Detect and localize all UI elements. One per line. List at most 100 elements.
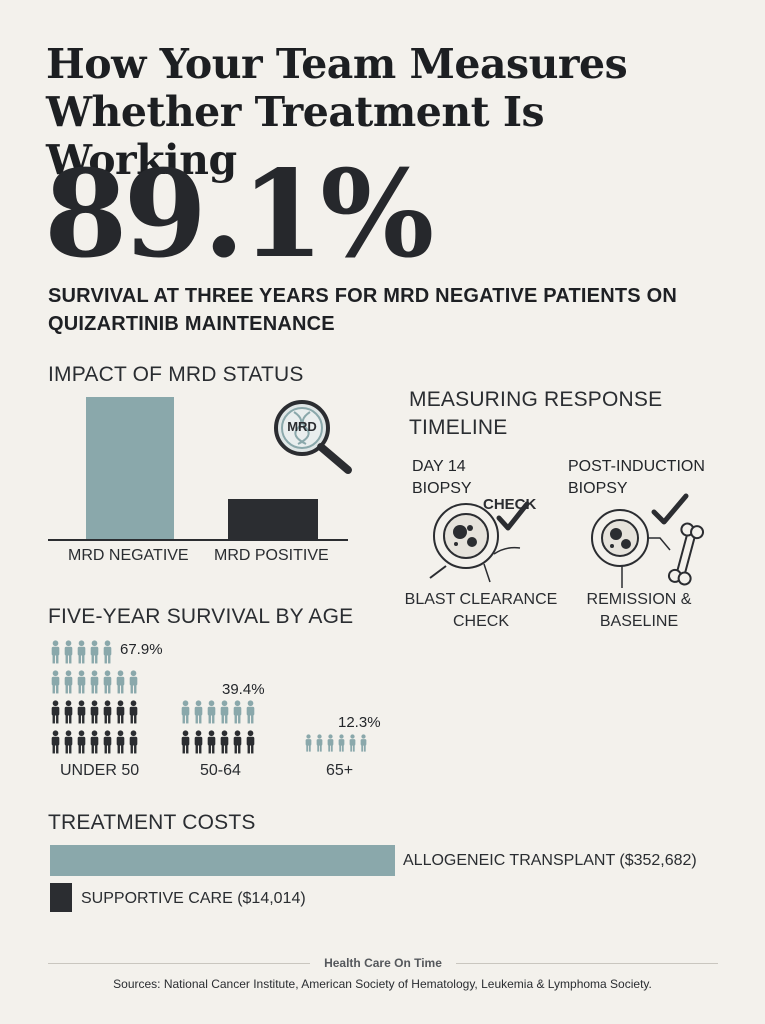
mrd-negative-bar bbox=[86, 397, 174, 539]
person-icon bbox=[115, 700, 126, 724]
person-icon bbox=[102, 670, 113, 694]
person-icon bbox=[337, 734, 346, 752]
person-icon bbox=[128, 670, 139, 694]
person-icon bbox=[89, 640, 100, 664]
costs-title: TREATMENT COSTS bbox=[48, 811, 256, 834]
bone-marrow-cell-icon bbox=[424, 494, 554, 584]
person-icon bbox=[348, 734, 357, 752]
person-icon bbox=[63, 640, 74, 664]
person-icon-row bbox=[50, 700, 139, 724]
footer-divider-left bbox=[48, 963, 310, 964]
person-icon bbox=[102, 640, 113, 664]
age-group-65-plus-value: 12.3% bbox=[338, 714, 381, 731]
person-icon bbox=[304, 734, 313, 752]
person-icon bbox=[89, 670, 100, 694]
age-group-50-64-icons bbox=[180, 700, 256, 760]
footer-brand: Health Care On Time bbox=[324, 956, 442, 970]
person-icon bbox=[76, 640, 87, 664]
magnifier-icon: MRD bbox=[272, 398, 356, 478]
age-survival-title: FIVE-YEAR SURVIVAL BY AGE bbox=[48, 605, 354, 628]
person-icon-row bbox=[50, 730, 139, 754]
person-icon bbox=[63, 700, 74, 724]
magnifier-icon-label: MRD bbox=[287, 419, 317, 434]
mrd-bar-chart bbox=[48, 395, 348, 541]
person-icon bbox=[128, 730, 139, 754]
person-icon bbox=[50, 640, 61, 664]
person-icon bbox=[245, 700, 256, 724]
person-icon bbox=[89, 730, 100, 754]
mrd-positive-label: MRD POSITIVE bbox=[214, 547, 329, 564]
person-icon bbox=[326, 734, 335, 752]
person-icon bbox=[115, 730, 126, 754]
timeline-step2-top-line1: POST-INDUCTION bbox=[568, 458, 705, 475]
age-group-under-50-icons bbox=[50, 640, 139, 760]
person-icon bbox=[232, 730, 243, 754]
mrd-positive-bar bbox=[228, 499, 318, 539]
timeline-step1-bottom-line1: BLAST CLEARANCE bbox=[404, 591, 558, 608]
person-icon bbox=[89, 700, 100, 724]
timeline-step2-top-line2: BIOPSY bbox=[568, 480, 628, 497]
supportive-care-cost-label: SUPPORTIVE CARE ($14,014) bbox=[81, 890, 306, 907]
age-group-65-plus-icons bbox=[304, 734, 368, 752]
person-icon bbox=[245, 730, 256, 754]
person-icon-row bbox=[180, 730, 256, 754]
timeline-step1-top-line1: DAY 14 bbox=[412, 458, 466, 475]
marrow-cell-bone-icon bbox=[590, 506, 710, 590]
person-icon bbox=[206, 730, 217, 754]
person-icon-row bbox=[180, 700, 256, 724]
person-icon bbox=[206, 700, 217, 724]
person-icon-row bbox=[50, 640, 139, 664]
age-group-under-50-value: 67.9% bbox=[120, 641, 163, 658]
page-title: How Your Team Measures Whether Treatment… bbox=[46, 40, 628, 184]
person-icon bbox=[315, 734, 324, 752]
person-icon-row bbox=[50, 670, 139, 694]
timeline-step2-bottom-line1: REMISSION & bbox=[586, 591, 692, 608]
person-icon bbox=[102, 700, 113, 724]
person-icon bbox=[50, 670, 61, 694]
timeline-step1-top-line2: BIOPSY bbox=[412, 480, 472, 497]
person-icon bbox=[50, 730, 61, 754]
person-icon bbox=[219, 730, 230, 754]
mrd-impact-title: IMPACT OF MRD STATUS bbox=[48, 363, 304, 386]
person-icon bbox=[102, 730, 113, 754]
timeline-step2-bottom: REMISSION & BASELINE bbox=[568, 589, 710, 633]
transplant-cost-bar bbox=[50, 845, 395, 876]
person-icon bbox=[180, 730, 191, 754]
person-icon bbox=[115, 670, 126, 694]
person-icon bbox=[63, 670, 74, 694]
person-icon bbox=[63, 730, 74, 754]
timeline-step2-top: POST-INDUCTION BIOPSY bbox=[568, 456, 705, 500]
transplant-cost-label: ALLOGENEIC TRANSPLANT ($352,682) bbox=[403, 852, 697, 869]
age-group-under-50-label: UNDER 50 bbox=[60, 762, 140, 779]
mrd-baseline bbox=[48, 539, 348, 541]
person-icon bbox=[76, 730, 87, 754]
timeline-step1-bottom-line2: CHECK bbox=[452, 613, 509, 630]
person-icon bbox=[359, 734, 368, 752]
checkmark-icon bbox=[650, 492, 690, 528]
person-icon bbox=[193, 700, 204, 724]
person-icon bbox=[76, 700, 87, 724]
timeline-title-line2: TIMELINE bbox=[409, 416, 508, 439]
headline-stat-value: 89.1% bbox=[44, 144, 434, 285]
person-icon bbox=[76, 670, 87, 694]
footer-divider-right bbox=[456, 963, 718, 964]
timeline-step2-bottom-line2: BASELINE bbox=[599, 613, 679, 630]
checkmark-icon bbox=[495, 500, 531, 534]
timeline-step1-bottom: BLAST CLEARANCE CHECK bbox=[398, 589, 564, 633]
timeline-title-line1: MEASURING RESPONSE bbox=[409, 388, 663, 411]
headline-stat-caption: SURVIVAL AT THREE YEARS FOR MRD NEGATIVE… bbox=[48, 285, 677, 335]
person-icon bbox=[128, 700, 139, 724]
mrd-negative-label: MRD NEGATIVE bbox=[68, 547, 189, 564]
age-group-50-64-value: 39.4% bbox=[222, 681, 265, 698]
footer-sources: Sources: National Cancer Institute, Amer… bbox=[113, 977, 652, 991]
person-icon bbox=[180, 700, 191, 724]
person-icon bbox=[232, 700, 243, 724]
age-group-65-plus-label: 65+ bbox=[326, 762, 354, 779]
person-icon bbox=[219, 700, 230, 724]
timeline-step1-top: DAY 14 BIOPSY bbox=[412, 456, 472, 500]
person-icon bbox=[50, 700, 61, 724]
age-group-50-64-label: 50-64 bbox=[200, 762, 241, 779]
person-icon-row bbox=[304, 734, 368, 752]
supportive-care-cost-bar bbox=[50, 883, 72, 912]
person-icon bbox=[193, 730, 204, 754]
